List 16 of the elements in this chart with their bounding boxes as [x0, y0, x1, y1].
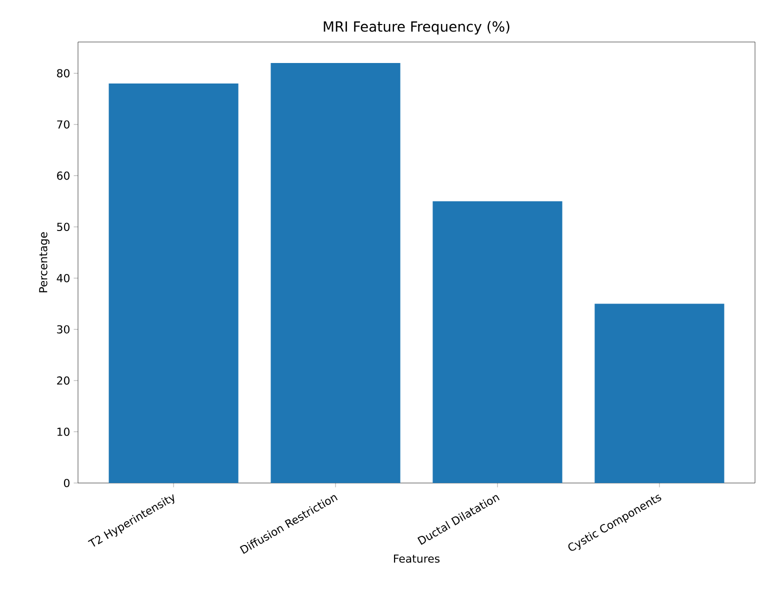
- y-tick-label: 60: [57, 172, 70, 180]
- y-tick-label: 80: [57, 69, 70, 78]
- y-tick-label: 0: [64, 478, 70, 488]
- bar: [108, 83, 238, 483]
- y-axis-title: Percentage: [39, 232, 50, 292]
- bar: [270, 62, 400, 483]
- bar: [594, 304, 724, 483]
- bar: [432, 201, 562, 483]
- y-tick-label: 70: [57, 120, 70, 129]
- y-tick-label: 20: [57, 376, 70, 385]
- x-axis-title: Features: [394, 554, 440, 563]
- y-tick-label: 30: [57, 325, 70, 334]
- chart-title: MRI Feature Frequency (%): [324, 21, 510, 35]
- y-tick-label: 50: [57, 222, 70, 232]
- y-tick-label: 40: [56, 274, 70, 282]
- y-tick-label: 10: [57, 428, 70, 436]
